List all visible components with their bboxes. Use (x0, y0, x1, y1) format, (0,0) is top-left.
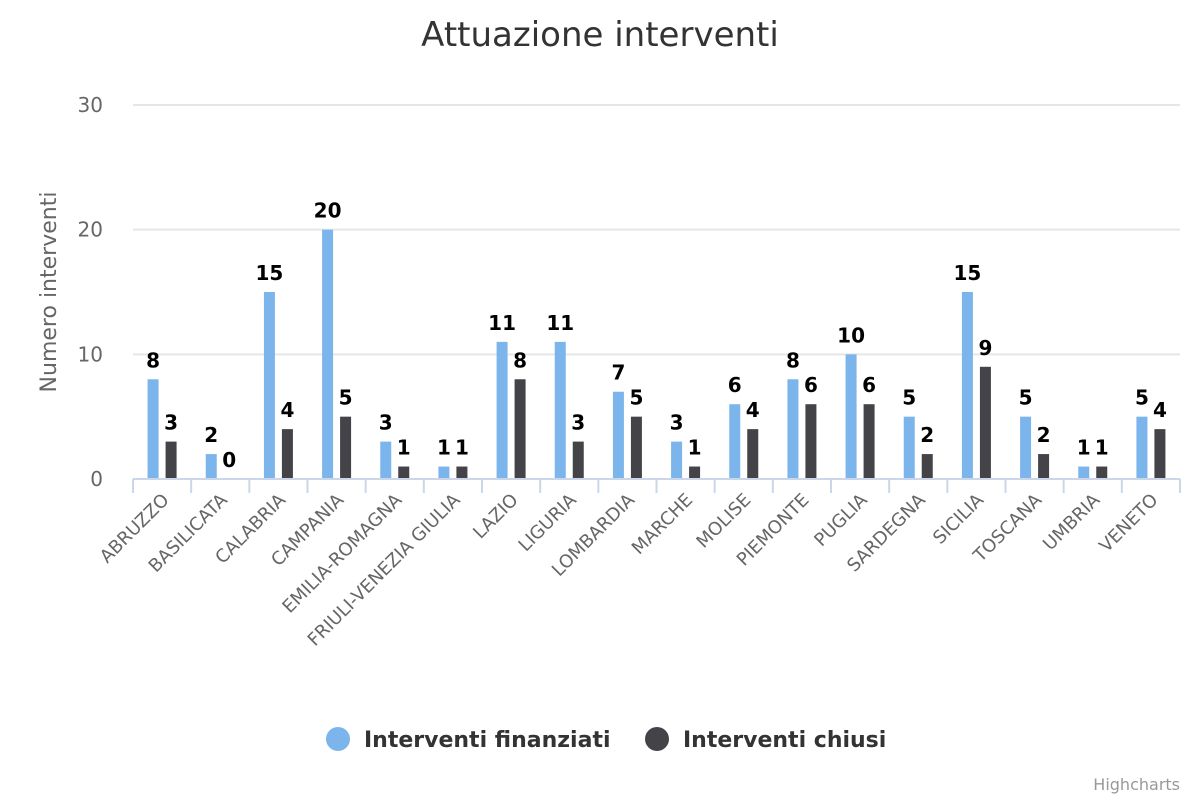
data-label: 6 (728, 373, 742, 397)
x-tick-label: SICILIA (929, 489, 988, 548)
bar[interactable] (1020, 416, 1032, 479)
bar[interactable] (322, 229, 334, 479)
bar[interactable] (787, 379, 799, 479)
data-label: 20 (314, 199, 342, 223)
data-label: 10 (837, 323, 865, 347)
bar[interactable] (1078, 466, 1090, 479)
x-tick-label: UMBRIA (1039, 489, 1105, 555)
data-label: 5 (902, 386, 916, 410)
bar[interactable] (554, 341, 566, 479)
bar[interactable] (281, 429, 293, 479)
data-label: 1 (437, 436, 451, 460)
bar[interactable] (340, 416, 352, 479)
data-label: 3 (164, 411, 178, 435)
data-label: 4 (746, 398, 760, 422)
bar[interactable] (747, 429, 759, 479)
bar[interactable] (147, 379, 159, 479)
data-label: 1 (1095, 436, 1109, 460)
bar[interactable] (671, 441, 683, 479)
data-label: 6 (862, 373, 876, 397)
credits-link[interactable]: Highcharts (1093, 775, 1180, 794)
bar[interactable] (380, 441, 392, 479)
data-label: 5 (1135, 386, 1149, 410)
bar[interactable] (1096, 466, 1108, 479)
data-label: 0 (222, 448, 236, 472)
bar[interactable] (612, 391, 624, 479)
bar[interactable] (165, 441, 177, 479)
data-label: 1 (1077, 436, 1091, 460)
data-label: 11 (488, 311, 516, 335)
data-label: 3 (670, 411, 684, 435)
data-label: 11 (546, 311, 574, 335)
y-axis-label: Numero interventi (37, 192, 62, 393)
bar[interactable] (496, 341, 508, 479)
bar[interactable] (729, 404, 741, 479)
bar[interactable] (1154, 429, 1166, 479)
legend-label-chiusi: Interventi chiusi (683, 728, 886, 753)
data-label: 1 (455, 436, 469, 460)
data-label: 9 (978, 336, 992, 360)
data-label: 2 (204, 423, 218, 447)
x-axis-ticks: ABRUZZOBASILICATACALABRIACAMPANIAEMILIA-… (96, 479, 1181, 650)
bar[interactable] (438, 466, 450, 479)
x-tick-label: LAZIO (469, 490, 522, 543)
data-label: 3 (379, 411, 393, 435)
bar[interactable] (805, 404, 817, 479)
bar[interactable] (514, 379, 526, 479)
y-tick-label: 10 (78, 342, 103, 366)
data-label: 7 (611, 361, 625, 385)
legend-label-finanziati: Interventi finanziati (364, 728, 611, 753)
bar[interactable] (689, 466, 701, 479)
data-label: 6 (804, 373, 818, 397)
y-axis-ticks: 0 10 20 30 (78, 93, 103, 491)
bar[interactable] (572, 441, 584, 479)
legend: Interventi finanziati Interventi chiusi (326, 727, 886, 753)
bar[interactable] (845, 354, 857, 479)
data-label: 5 (1019, 386, 1033, 410)
data-label: 4 (1153, 398, 1167, 422)
data-label: 1 (688, 436, 702, 460)
grid (133, 104, 1180, 356)
bar[interactable] (921, 454, 933, 479)
data-label: 8 (513, 348, 527, 372)
data-label: 15 (255, 261, 283, 285)
legend-item-finanziati[interactable]: Interventi finanziati (326, 727, 611, 753)
bar[interactable] (961, 292, 973, 479)
bars (147, 229, 1166, 479)
legend-symbol-chiusi (645, 727, 669, 751)
data-label: 5 (339, 386, 353, 410)
bar[interactable] (630, 416, 642, 479)
data-label: 5 (629, 386, 643, 410)
bar[interactable] (456, 466, 468, 479)
data-label: 4 (280, 398, 294, 422)
bar[interactable] (398, 466, 410, 479)
data-label: 8 (146, 348, 160, 372)
data-label: 1 (397, 436, 411, 460)
data-label: 8 (786, 348, 800, 372)
bar[interactable] (205, 454, 217, 479)
bar[interactable] (1038, 454, 1050, 479)
y-tick-label: 0 (90, 467, 103, 491)
bar[interactable] (979, 366, 991, 479)
data-label: 2 (1037, 423, 1051, 447)
bar[interactable] (1136, 416, 1148, 479)
legend-item-chiusi[interactable]: Interventi chiusi (645, 727, 886, 753)
x-tick-label: MARCHE (628, 490, 697, 559)
data-label: 3 (571, 411, 585, 435)
bar[interactable] (863, 404, 875, 479)
data-label: 2 (920, 423, 934, 447)
bar[interactable] (263, 292, 275, 479)
x-tick-label: VENETO (1095, 490, 1162, 557)
legend-symbol-finanziati (326, 727, 350, 751)
y-tick-label: 20 (78, 218, 103, 242)
bar[interactable] (903, 416, 915, 479)
chart-title: Attuazione interventi (421, 15, 779, 55)
data-label: 15 (953, 261, 981, 285)
y-tick-label: 30 (78, 93, 103, 117)
